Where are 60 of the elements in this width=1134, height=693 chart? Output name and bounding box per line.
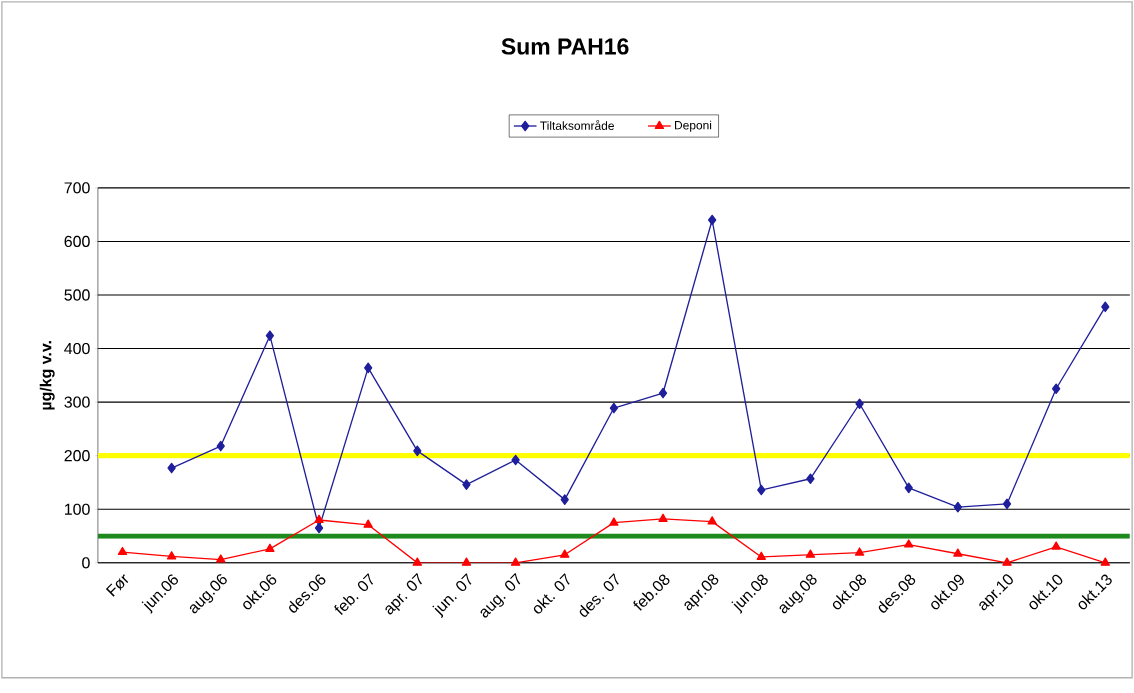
legend-label: Deponi	[675, 120, 712, 132]
point	[609, 402, 619, 414]
point	[117, 546, 128, 556]
point	[855, 398, 864, 410]
point	[216, 440, 225, 452]
y-tick-label: 200	[64, 450, 90, 462]
point	[1051, 541, 1061, 550]
point	[1002, 498, 1012, 510]
point	[953, 501, 963, 513]
point	[314, 514, 324, 524]
y-tick-label: 700	[64, 182, 90, 194]
y-tick-label: 500	[64, 289, 90, 301]
point	[216, 554, 226, 563]
point	[364, 362, 373, 374]
point	[314, 522, 324, 534]
point	[1101, 301, 1110, 313]
y-tick-label: 300	[64, 396, 90, 408]
point	[363, 519, 373, 528]
point	[609, 517, 619, 526]
point	[658, 387, 668, 399]
point	[461, 557, 472, 566]
point	[560, 549, 570, 558]
point	[166, 551, 177, 560]
x-tick-label: aug. 07	[480, 573, 521, 618]
point	[462, 479, 471, 491]
point	[658, 513, 668, 522]
point	[511, 454, 520, 466]
point	[904, 539, 914, 548]
point	[1002, 557, 1012, 566]
legend-label: Tiltaksområde	[540, 120, 614, 130]
point	[510, 557, 521, 566]
point	[904, 482, 913, 494]
x-tick-label: okt. 07	[533, 573, 570, 614]
point	[805, 549, 816, 558]
point	[756, 551, 766, 561]
y-tick-label: 100	[64, 503, 90, 515]
point	[265, 330, 275, 342]
x-tick-label: des. 07	[579, 573, 619, 617]
point	[806, 473, 815, 485]
chart-title: Sum PAH16	[501, 38, 629, 55]
x-tick-label: jun. 07	[432, 573, 472, 618]
point	[953, 548, 963, 557]
point	[413, 445, 422, 457]
point	[708, 214, 717, 226]
point	[412, 557, 423, 566]
point	[1051, 383, 1061, 395]
point	[167, 462, 176, 474]
point	[854, 547, 865, 556]
y-tick-label: 0	[82, 557, 90, 569]
x-tick-label: feb. 07	[334, 573, 374, 616]
point	[560, 494, 569, 506]
point	[757, 484, 766, 496]
point	[265, 543, 275, 552]
y-tick-label: 600	[64, 235, 90, 248]
y-axis-title: µg/kg v.v.	[39, 341, 55, 410]
point	[707, 516, 717, 525]
x-tick-label: apr. 07	[385, 573, 422, 615]
x-tick-label: Før	[105, 574, 129, 597]
y-tick-label: 400	[64, 342, 90, 355]
point	[1100, 557, 1110, 566]
